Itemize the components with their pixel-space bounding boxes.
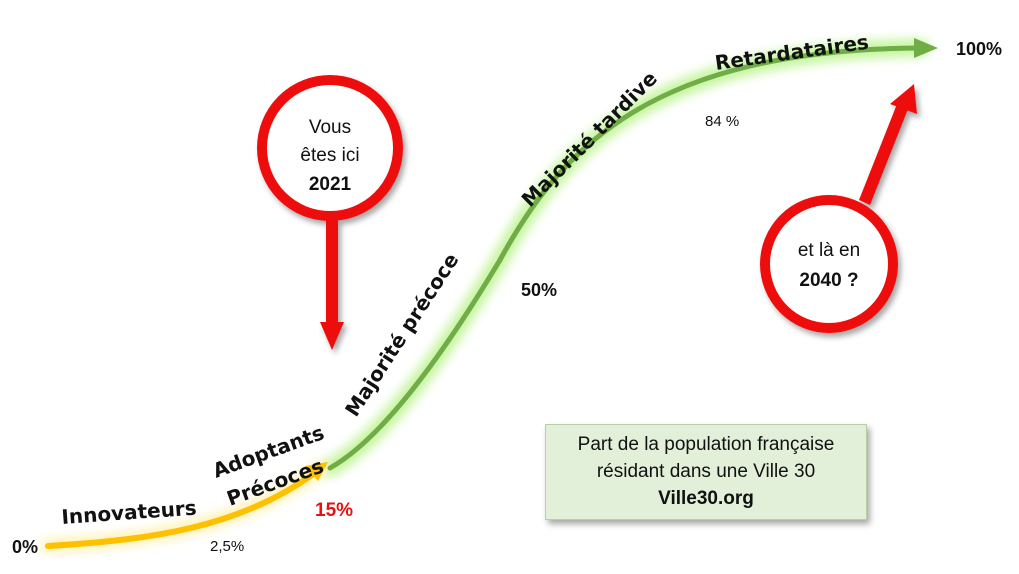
callout-future-arrow-shaft	[859, 99, 910, 205]
callout-future	[760, 84, 917, 333]
info-box-site: Ville30.org	[658, 488, 754, 509]
callout-future-year: 2040 ?	[799, 270, 858, 291]
callout-now-year: 2021	[309, 174, 352, 195]
yellow-arrow-head	[305, 462, 328, 481]
callout-now-arrow-shaft	[326, 214, 338, 324]
callout-now-arrow-head	[320, 322, 344, 350]
pct-late-majority-end: 84 %	[705, 113, 739, 130]
info-box-line2: résidant dans une Ville 30	[596, 461, 816, 482]
majority-s-curve	[327, 45, 921, 471]
pct-end: 100%	[956, 39, 1002, 59]
pct-innovators-end: 2,5%	[210, 538, 244, 555]
pct-early-adopters-end: 15%	[315, 500, 353, 521]
callout-future-line1: et là en	[798, 240, 860, 261]
callout-now-line2: êtes ici	[300, 145, 359, 166]
pct-early-majority-end: 50%	[521, 280, 557, 300]
innovators-early-adopters-curve	[45, 469, 319, 549]
info-box: Part de la population française résidant…	[545, 424, 867, 520]
callout-future-arrow-head	[890, 84, 917, 114]
callout-future-circle	[760, 195, 898, 333]
callout-now-circle	[257, 75, 403, 221]
pct-start: 0%	[12, 537, 38, 557]
info-box-line1: Part de la population française	[577, 434, 835, 455]
callout-now	[257, 75, 403, 350]
callout-now-line1: Vous	[309, 117, 351, 138]
stage-laggards: Retardataires	[713, 30, 870, 75]
green-arrow-head	[914, 38, 938, 58]
stage-late-majority: Majorité tardive	[517, 66, 662, 211]
